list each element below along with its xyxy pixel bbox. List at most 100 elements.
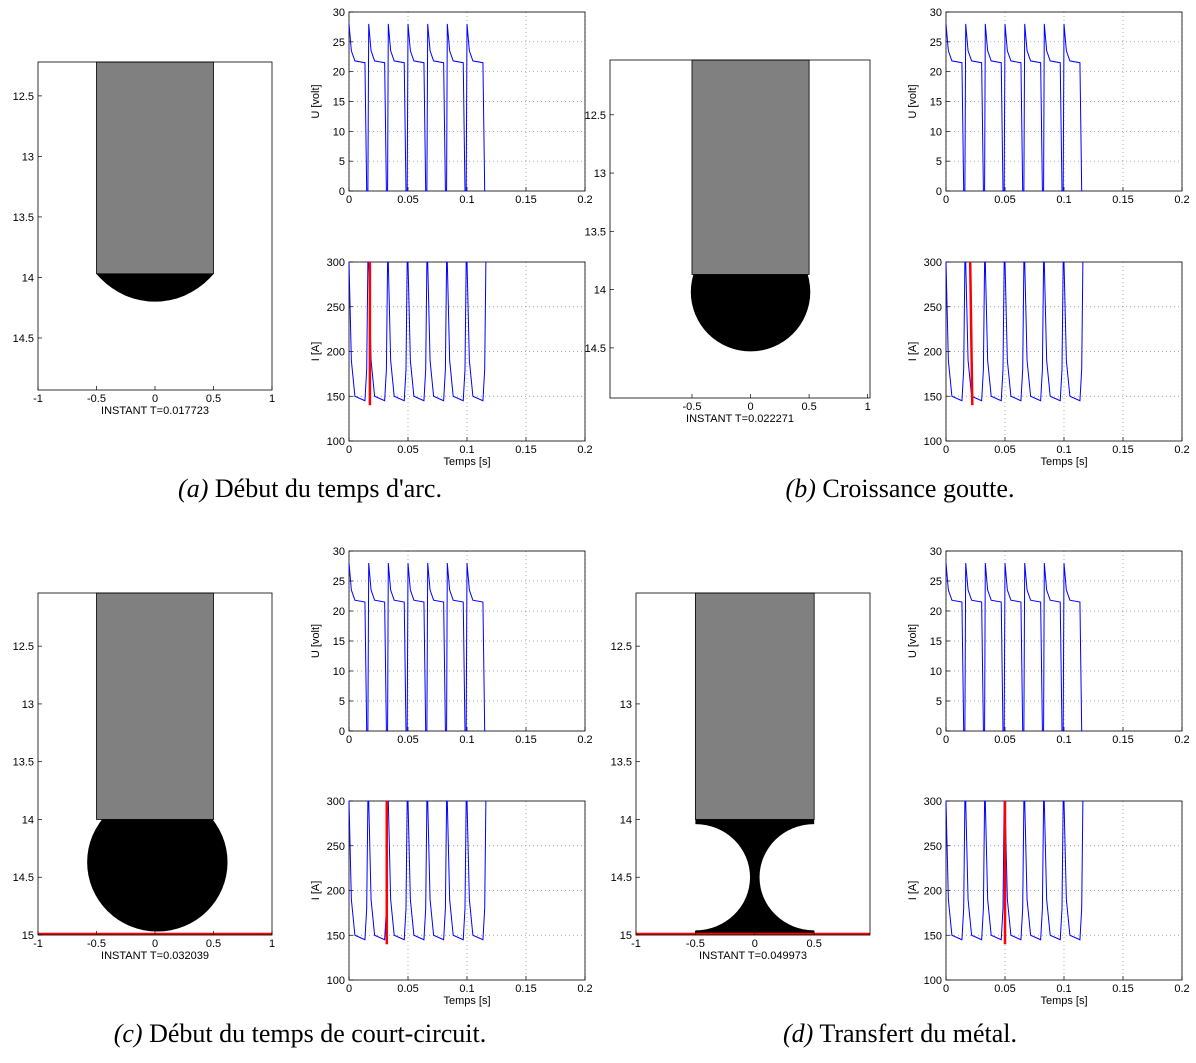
y-tick-label: 13.5 bbox=[13, 757, 34, 769]
x-tick-label: 0.2 bbox=[577, 444, 592, 456]
axes-frame bbox=[635, 592, 871, 936]
x-axis-label: INSTANT T=0.049973 bbox=[699, 950, 807, 962]
y-tick-label: 30 bbox=[930, 546, 942, 558]
y-tick-label: 0 bbox=[339, 186, 345, 198]
y-tick-label: 300 bbox=[924, 257, 942, 269]
x-tick-label: -0.5 bbox=[686, 938, 705, 950]
axes-frame bbox=[348, 550, 586, 732]
y-tick-label: 100 bbox=[924, 436, 942, 448]
y-tick-label: 10 bbox=[930, 126, 942, 138]
y-tick-label: 14.5 bbox=[13, 333, 34, 345]
x-tick-label: 1 bbox=[269, 393, 275, 405]
axes-frame bbox=[609, 59, 871, 399]
x-tick-label: 1 bbox=[865, 401, 871, 413]
x-tick-label: 0.15 bbox=[515, 444, 536, 456]
y-axis-label: I [A] bbox=[310, 881, 322, 901]
y-tick-label: 13 bbox=[594, 168, 606, 180]
x-tick-label: -0.5 bbox=[87, 938, 106, 950]
x-tick-label: 0 bbox=[752, 938, 758, 950]
caption-label: (b) bbox=[786, 474, 816, 503]
caption-text: Croissance goutte. bbox=[822, 474, 1014, 503]
y-axis-label: I [A] bbox=[907, 881, 919, 901]
y-tick-label: 13 bbox=[22, 151, 34, 163]
y-tick-label: 200 bbox=[924, 886, 942, 898]
x-axis-label: INSTANT T=0.017723 bbox=[101, 405, 209, 417]
x-tick-label: 0 bbox=[747, 401, 753, 413]
y-tick-label: 5 bbox=[936, 696, 942, 708]
y-tick-label: 20 bbox=[930, 67, 942, 79]
y-tick-label: 25 bbox=[930, 37, 942, 49]
y-tick-label: 30 bbox=[333, 546, 345, 558]
x-tick-label: 0.05 bbox=[994, 444, 1015, 456]
y-tick-label: 15 bbox=[22, 930, 34, 942]
waveform bbox=[945, 261, 1084, 402]
electrode bbox=[694, 592, 815, 820]
y-tick-label: 14.5 bbox=[13, 872, 34, 884]
y-tick-label: 15 bbox=[333, 636, 345, 648]
caption-label: (a) bbox=[178, 474, 208, 503]
y-tick-label: 20 bbox=[930, 606, 942, 618]
y-tick-label: 14 bbox=[620, 814, 632, 826]
y-tick-label: 15 bbox=[930, 636, 942, 648]
y-tick-label: 15 bbox=[930, 97, 942, 109]
x-tick-label: 0.15 bbox=[1112, 983, 1133, 995]
y-tick-label: 5 bbox=[936, 156, 942, 168]
caption-text: Début du temps d'arc. bbox=[215, 474, 442, 503]
waveform bbox=[945, 800, 1084, 941]
neck-cutout bbox=[759, 824, 869, 931]
y-tick-label: 0 bbox=[339, 726, 345, 738]
x-tick-label: 0.1 bbox=[459, 444, 474, 456]
x-axis-label: Temps [s] bbox=[1040, 456, 1087, 468]
y-tick-label: 12.5 bbox=[611, 641, 632, 653]
y-tick-label: 250 bbox=[327, 841, 345, 853]
y-tick-label: 10 bbox=[930, 666, 942, 678]
y-tick-label: 25 bbox=[333, 37, 345, 49]
y-axis-label: U [volt] bbox=[310, 624, 322, 658]
y-tick-label: 13.5 bbox=[611, 757, 632, 769]
y-tick-label: 14 bbox=[594, 285, 606, 297]
x-tick-label: 0.2 bbox=[1174, 983, 1189, 995]
y-tick-label: 25 bbox=[333, 576, 345, 588]
x-tick-label: 0.1 bbox=[459, 194, 474, 206]
x-tick-label: 0.05 bbox=[397, 194, 418, 206]
x-tick-label: 0 bbox=[346, 194, 352, 206]
x-tick-label: 0 bbox=[943, 734, 949, 746]
x-tick-label: 0.5 bbox=[807, 938, 822, 950]
time-cursor bbox=[968, 261, 974, 406]
y-axis-label: U [volt] bbox=[310, 84, 322, 118]
x-tick-label: -0.5 bbox=[87, 393, 106, 405]
plot-area bbox=[640, 819, 869, 935]
axes-frame bbox=[348, 11, 586, 192]
y-tick-label: 20 bbox=[333, 67, 345, 79]
axes-frame bbox=[37, 61, 273, 391]
y-tick-label: 300 bbox=[327, 796, 345, 808]
x-tick-label: 0.2 bbox=[577, 194, 592, 206]
x-tick-label: 0 bbox=[346, 444, 352, 456]
y-tick-label: 200 bbox=[327, 886, 345, 898]
y-tick-label: 14.5 bbox=[585, 343, 606, 355]
y-axis-label: I [A] bbox=[907, 342, 919, 362]
neck-cutout bbox=[640, 824, 751, 931]
x-tick-label: 0.15 bbox=[1112, 734, 1133, 746]
x-tick-label: 0.2 bbox=[1174, 194, 1189, 206]
caption-text: Transfert du métal. bbox=[819, 1019, 1017, 1048]
y-tick-label: 14.5 bbox=[611, 872, 632, 884]
y-tick-label: 250 bbox=[924, 302, 942, 314]
waveform bbox=[945, 562, 1083, 732]
y-tick-label: 14 bbox=[22, 272, 34, 284]
y-tick-label: 100 bbox=[327, 436, 345, 448]
x-tick-label: 0 bbox=[943, 444, 949, 456]
x-tick-label: 0.15 bbox=[515, 734, 536, 746]
x-tick-label: 0.05 bbox=[397, 444, 418, 456]
y-tick-label: 12.5 bbox=[585, 110, 606, 122]
y-tick-label: 0 bbox=[936, 726, 942, 738]
axes-frame bbox=[37, 592, 273, 936]
y-tick-label: 30 bbox=[930, 7, 942, 19]
x-tick-label: 0 bbox=[152, 393, 158, 405]
x-tick-label: 0.1 bbox=[1056, 194, 1071, 206]
x-tick-label: -0.5 bbox=[682, 401, 701, 413]
x-tick-label: 0.15 bbox=[515, 983, 536, 995]
caption: (d) Transfert du métal. bbox=[783, 1019, 1017, 1048]
x-axis-label: INSTANT T=0.022271 bbox=[686, 413, 794, 425]
